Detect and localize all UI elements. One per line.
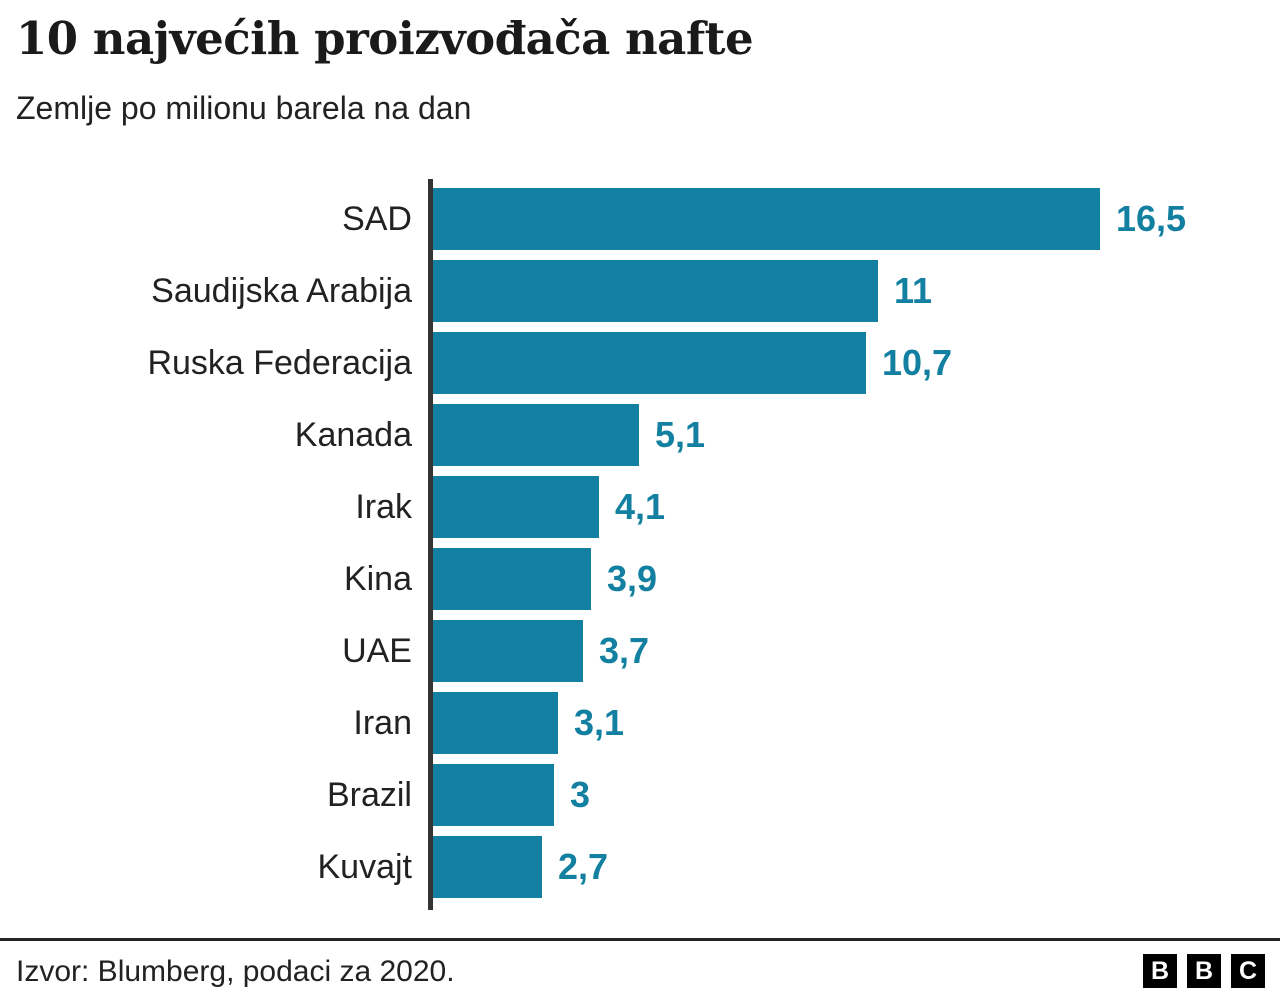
chart-row: Ruska Federacija 10,7 [0,327,1280,399]
bbc-logo-letter: B [1187,954,1221,988]
value-label: 16,5 [1116,198,1187,239]
category-label: Ruska Federacija [147,343,412,382]
bar [433,188,1100,250]
chart-title: 10 najvećih proizvođača nafte [16,12,754,65]
chart-row: Kuvajt 2,7 [0,831,1280,903]
chart-row: Iran 3,1 [0,687,1280,759]
chart-row: Brazil 3 [0,759,1280,831]
bar-area: 3,7 [433,620,1280,682]
bbc-logo-letter: C [1231,954,1265,988]
bar-area: 16,5 [433,188,1280,250]
bar-area: 11 [433,260,1280,322]
chart-row: Kanada 5,1 [0,399,1280,471]
category-label: Kina [343,559,412,598]
category-label: Kuvajt [317,847,413,886]
category-label: Saudijska Arabija [151,271,412,310]
category-label: Iran [353,703,412,742]
bar-area: 3 [433,764,1280,826]
footer-divider [0,938,1280,941]
value-label: 11 [894,270,933,311]
category-label: Irak [355,487,412,526]
bar [433,836,542,898]
bar [433,476,599,538]
value-label: 5,1 [655,414,706,455]
value-label: 4,1 [615,486,666,527]
value-label: 10,7 [882,342,953,383]
category-label: Kanada [294,415,412,454]
chart-row: Kina 3,9 [0,543,1280,615]
chart-row: UAE 3,7 [0,615,1280,687]
chart-rows: SAD 16,5 Saudijska Arabija 11 Ruska Federaci… [0,183,1280,903]
bar [433,332,866,394]
bar [433,620,583,682]
bar [433,260,878,322]
bar-area: 10,7 [433,332,1280,394]
chart-row: Irak 4,1 [0,471,1280,543]
bar [433,692,558,754]
category-label: SAD [342,199,412,238]
category-label: UAE [342,631,412,670]
bar [433,404,639,466]
bar-area: 3,9 [433,548,1280,610]
value-label: 2,7 [558,846,609,887]
chart-row: Saudijska Arabija 11 [0,255,1280,327]
bar [433,548,591,610]
bar-area: 4,1 [433,476,1280,538]
value-label: 3,9 [607,558,658,599]
value-label: 3,7 [599,630,650,671]
bar-area: 2,7 [433,836,1280,898]
value-label: 3,1 [574,702,625,743]
bar [433,764,554,826]
chart-row: SAD 16,5 [0,183,1280,255]
bar-area: 5,1 [433,404,1280,466]
value-label: 3 [570,774,591,815]
bbc-logo-letter: B [1143,954,1177,988]
chart-subtitle: Zemlje po milionu barela na dan [16,90,472,126]
category-label: Brazil [326,775,412,814]
source-text: Izvor: Blumberg, podaci za 2020. [16,955,455,988]
y-axis-line [428,179,433,910]
bar-area: 3,1 [433,692,1280,754]
